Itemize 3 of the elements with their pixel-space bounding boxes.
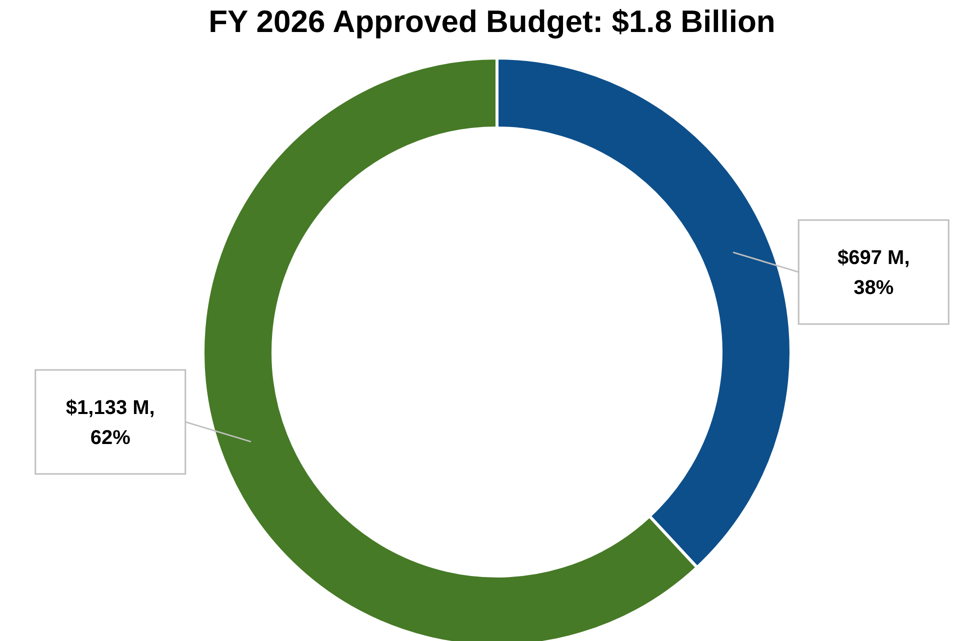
chart-title: FY 2026 Approved Budget: $1.8 Billion (208, 4, 776, 39)
data-label: $697 M, 38% (837, 247, 910, 300)
data-label: $1,133 M, 62% (66, 396, 155, 449)
